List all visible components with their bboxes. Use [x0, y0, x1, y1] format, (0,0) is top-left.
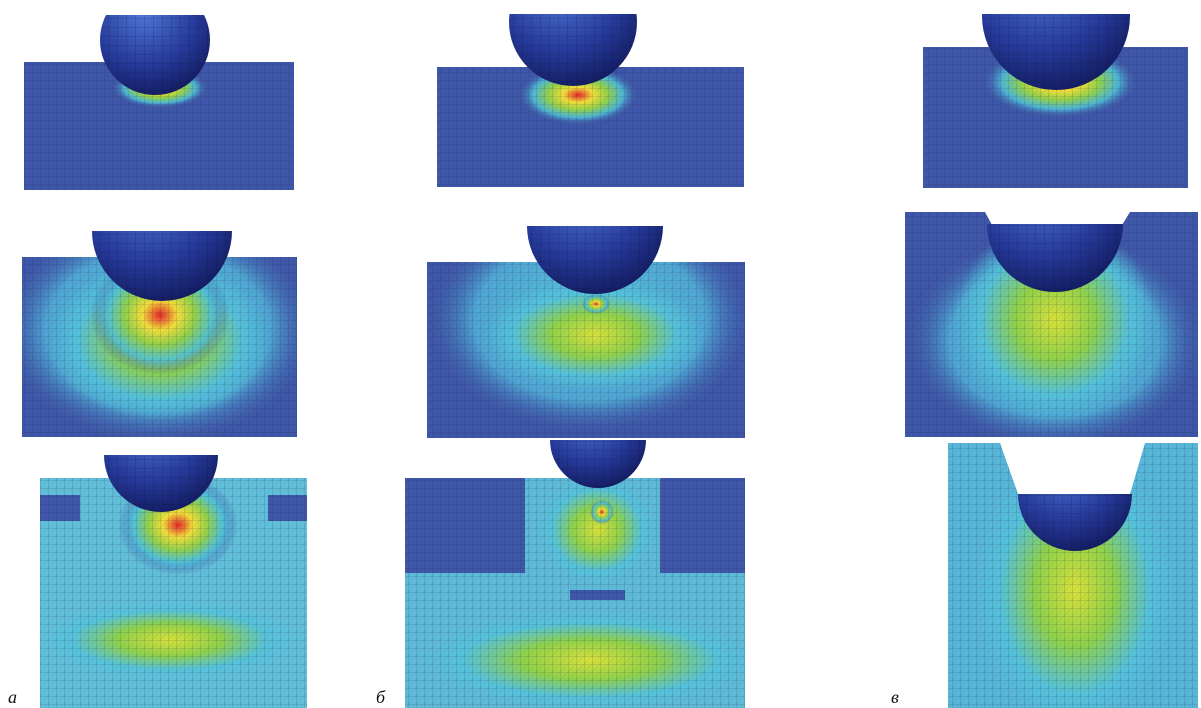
figure: а б в: [0, 0, 1201, 708]
mesh: [405, 478, 745, 708]
fem-panel: [40, 398, 307, 708]
panel-label: в: [891, 687, 899, 707]
mesh: [948, 443, 1198, 708]
mesh: [40, 478, 307, 708]
fem-panel: [405, 392, 760, 708]
fem-panel: [0, 161, 318, 445]
panel-label: б: [376, 687, 386, 707]
fem-panel: [425, 158, 755, 438]
fem-panel: [905, 156, 1201, 450]
panel-label: а: [8, 687, 17, 707]
fem-panel: [923, 0, 1188, 188]
panels: [0, 0, 1201, 708]
indenter: [1018, 437, 1132, 551]
fem-panel: [437, 0, 744, 187]
fem-panel: [948, 437, 1198, 708]
mesh: [437, 67, 744, 187]
page: {"panel_labels": ["а", "б", "в"]}: [0, 0, 1201, 708]
fem-panel: [24, 0, 294, 190]
